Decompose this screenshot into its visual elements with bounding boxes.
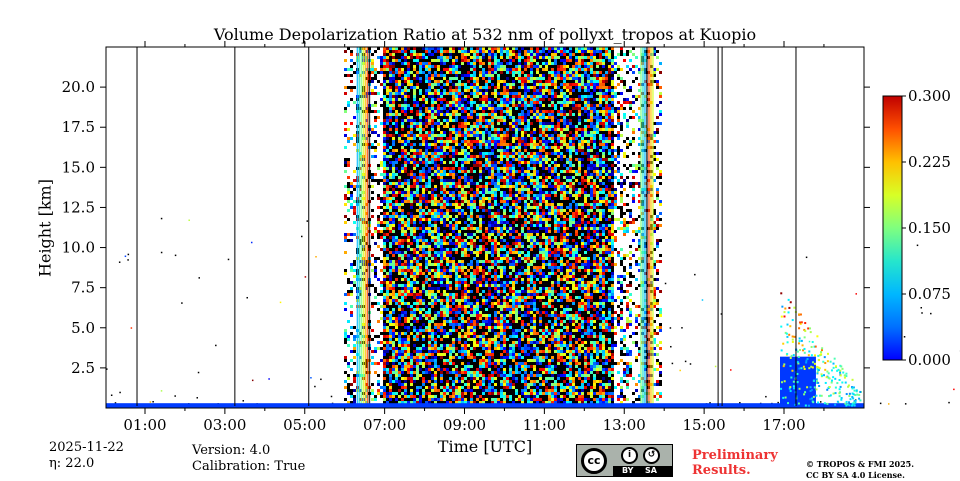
cc-icon: cc bbox=[581, 448, 607, 474]
aerosol-layer bbox=[106, 403, 864, 408]
copyright-note: © TROPOS & FMI 2025. CC BY SA 4.0 Licens… bbox=[806, 459, 914, 481]
y-tick-label: 20.0 bbox=[62, 78, 95, 96]
version-info: Version: 4.0 Calibration: True bbox=[192, 443, 305, 475]
date-text: 2025-11-22 bbox=[49, 440, 124, 456]
share-alike-icon: ↺ bbox=[643, 447, 660, 464]
y-tick-label: 2.5 bbox=[71, 359, 95, 377]
colorbar-tick-label: 0.225 bbox=[908, 153, 951, 171]
calibration-text: Calibration: True bbox=[192, 459, 305, 475]
y-tick-label: 15.0 bbox=[62, 158, 95, 176]
cc-by-label: BY bbox=[622, 466, 633, 476]
preliminary-results-note: Preliminary Results. bbox=[692, 448, 778, 478]
x-tick-label: 15:00 bbox=[683, 416, 726, 434]
date-info: 2025-11-22 η: 22.0 bbox=[49, 440, 124, 472]
y-axis-label: Height [km] bbox=[36, 179, 55, 277]
x-tick-label: 13:00 bbox=[603, 416, 646, 434]
copyright-line-1: © TROPOS & FMI 2025. bbox=[806, 459, 914, 470]
version-text: Version: 4.0 bbox=[192, 443, 305, 459]
colorbar-tick-label: 0.150 bbox=[908, 219, 951, 237]
y-tick-label: 10.0 bbox=[62, 239, 95, 257]
x-tick-label: 09:00 bbox=[443, 416, 486, 434]
y-tick-label: 12.5 bbox=[62, 198, 95, 216]
x-axis-label: Time [UTC] bbox=[438, 437, 532, 456]
x-tick-label: 07:00 bbox=[363, 416, 406, 434]
cc-license-badge[interactable]: cc i ↺ BY SA bbox=[576, 444, 673, 477]
cc-sa-label: SA bbox=[645, 466, 657, 476]
colorbar-tick-label: 0.075 bbox=[908, 285, 951, 303]
y-tick-label: 7.5 bbox=[71, 279, 95, 297]
colorbar-axis: 0.000 0.075 0.150 0.225 0.300 bbox=[902, 87, 951, 369]
prelim-line-2: Results. bbox=[692, 463, 778, 478]
x-tick-label: 05:00 bbox=[283, 416, 326, 434]
y-tick-label: 17.5 bbox=[62, 118, 95, 136]
prelim-line-1: Preliminary bbox=[692, 448, 778, 463]
x-tick-label: 17:00 bbox=[762, 416, 805, 434]
attribution-icon: i bbox=[621, 447, 638, 464]
y-tick-label: 5.0 bbox=[71, 319, 95, 337]
colorbar bbox=[883, 96, 902, 360]
copyright-line-2: CC BY SA 4.0 License. bbox=[806, 470, 914, 481]
colorbar-tick-label: 0.000 bbox=[908, 351, 951, 369]
eta-text: η: 22.0 bbox=[49, 456, 124, 472]
x-tick-label: 11:00 bbox=[523, 416, 566, 434]
x-tick-label: 03:00 bbox=[203, 416, 246, 434]
x-tick-label: 01:00 bbox=[123, 416, 166, 434]
colorbar-tick-label: 0.300 bbox=[908, 87, 951, 105]
